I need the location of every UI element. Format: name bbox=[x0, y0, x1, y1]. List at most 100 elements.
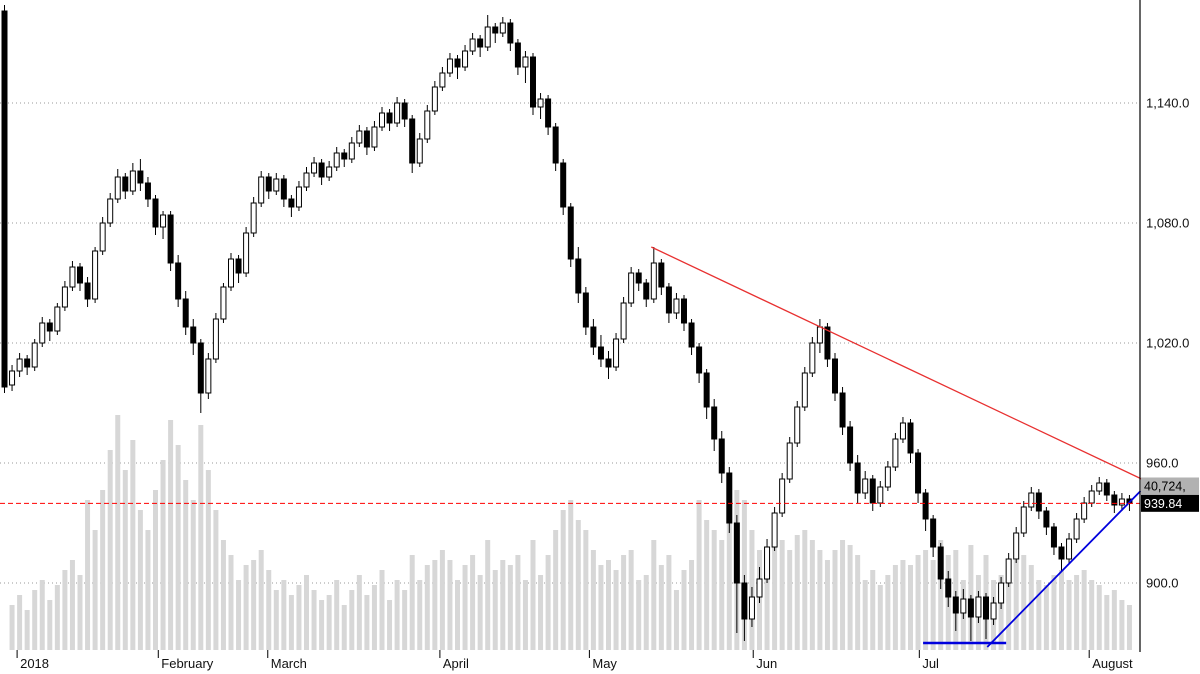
candle-body bbox=[575, 258, 582, 294]
candle-body bbox=[809, 342, 816, 374]
volume-bar bbox=[220, 540, 226, 650]
volume-bar bbox=[175, 445, 181, 650]
candle-body bbox=[416, 138, 423, 164]
volume-bar bbox=[9, 605, 15, 650]
volume-bar bbox=[387, 600, 393, 650]
candle-body bbox=[1111, 494, 1118, 506]
candle-body bbox=[1066, 538, 1073, 560]
x-axis-label[interactable]: August bbox=[1092, 656, 1133, 671]
candle-body bbox=[786, 442, 793, 480]
y-axis-label[interactable]: 1,080.0 bbox=[1146, 216, 1189, 231]
volume-bar bbox=[69, 560, 75, 650]
volume-bar bbox=[613, 570, 619, 650]
candle-body bbox=[620, 302, 627, 340]
volume-bar bbox=[296, 585, 302, 650]
volume-bar bbox=[168, 420, 174, 650]
y-axis-label[interactable]: 900.0 bbox=[1146, 576, 1179, 591]
volume-bar bbox=[266, 570, 272, 650]
candle-body bbox=[205, 358, 212, 394]
candle-body bbox=[983, 596, 989, 620]
candle-body bbox=[77, 266, 83, 284]
candle-body bbox=[530, 56, 536, 108]
x-axis-label[interactable]: 2018 bbox=[20, 656, 49, 671]
x-axis-label[interactable]: April bbox=[443, 656, 469, 671]
candle-body bbox=[922, 492, 929, 520]
volume-bar bbox=[817, 550, 823, 650]
volume-bar bbox=[824, 560, 830, 650]
candle-body bbox=[1028, 492, 1035, 508]
volume-bar bbox=[77, 575, 83, 650]
candle-body bbox=[280, 178, 287, 200]
candle-body bbox=[431, 86, 438, 112]
volume-bar bbox=[998, 575, 1004, 650]
volume-bar bbox=[394, 580, 400, 650]
volume-bar bbox=[908, 565, 913, 650]
candle-body bbox=[847, 426, 854, 464]
x-axis-label[interactable]: March bbox=[271, 656, 307, 671]
y-axis-label[interactable]: 1,140.0 bbox=[1146, 96, 1189, 111]
x-axis-label[interactable]: Jul bbox=[922, 656, 939, 671]
candle-body bbox=[794, 406, 801, 444]
candle-body bbox=[9, 370, 16, 386]
volume-bar bbox=[62, 570, 68, 650]
volume-bar bbox=[485, 540, 491, 650]
candle-body bbox=[764, 546, 771, 580]
volume-bar bbox=[190, 500, 196, 650]
volume-bar bbox=[281, 580, 287, 650]
candle-body bbox=[1081, 502, 1088, 520]
candle-body bbox=[635, 272, 642, 284]
volume-bar bbox=[1066, 580, 1072, 650]
volume-bar bbox=[583, 530, 589, 650]
candle-body bbox=[228, 258, 234, 288]
volume-bar bbox=[553, 530, 559, 650]
candle-body bbox=[1103, 482, 1110, 496]
volume-bar bbox=[273, 590, 279, 650]
volume-bar bbox=[711, 530, 717, 650]
volume-bar bbox=[1111, 590, 1117, 650]
x-axis-label[interactable]: Jun bbox=[756, 656, 777, 671]
volume-bar bbox=[1119, 600, 1125, 650]
candle-body bbox=[454, 58, 461, 68]
candle-body bbox=[39, 322, 46, 344]
candle-body bbox=[862, 478, 869, 494]
candle-body bbox=[801, 372, 808, 408]
candle-body bbox=[915, 452, 922, 494]
volume-bar bbox=[145, 530, 151, 650]
volume-bar bbox=[371, 585, 377, 650]
y-axis-label[interactable]: 960.0 bbox=[1146, 456, 1179, 471]
candle-body bbox=[250, 202, 257, 234]
volume-bar bbox=[515, 555, 521, 650]
volume-bar bbox=[590, 550, 596, 650]
candle-body bbox=[975, 596, 982, 618]
volume-bar bbox=[704, 520, 710, 650]
descending-resistance-trendline[interactable] bbox=[651, 246, 1147, 482]
volume-bar bbox=[311, 590, 317, 650]
candle-body bbox=[718, 438, 725, 474]
volume-bar bbox=[500, 560, 506, 650]
candle-body bbox=[295, 186, 302, 208]
candle-body bbox=[771, 512, 778, 548]
candle-body bbox=[1035, 492, 1042, 512]
candle-body bbox=[1088, 490, 1095, 504]
candle-body bbox=[597, 346, 604, 360]
ascending-support-trendline[interactable] bbox=[986, 490, 1142, 648]
candle-body bbox=[590, 326, 597, 348]
x-axis-label[interactable]: May bbox=[592, 656, 617, 671]
candle-body bbox=[469, 38, 476, 52]
candle-body bbox=[567, 206, 574, 260]
price-tag-label: 939.84 bbox=[1144, 497, 1182, 511]
y-axis-label[interactable]: 1,020.0 bbox=[1146, 336, 1189, 351]
volume-bar bbox=[1021, 555, 1027, 650]
candle-body bbox=[582, 292, 589, 328]
volume-bar bbox=[409, 555, 415, 650]
candle-body bbox=[318, 162, 325, 178]
candle-body bbox=[477, 38, 484, 48]
volume-bar bbox=[636, 580, 642, 650]
x-axis-label[interactable]: February bbox=[161, 656, 214, 671]
volume-bar bbox=[787, 550, 793, 650]
candle-body bbox=[356, 130, 363, 144]
volume-bar bbox=[689, 560, 695, 650]
volume-bar bbox=[462, 565, 468, 650]
volume-bar bbox=[726, 510, 732, 650]
